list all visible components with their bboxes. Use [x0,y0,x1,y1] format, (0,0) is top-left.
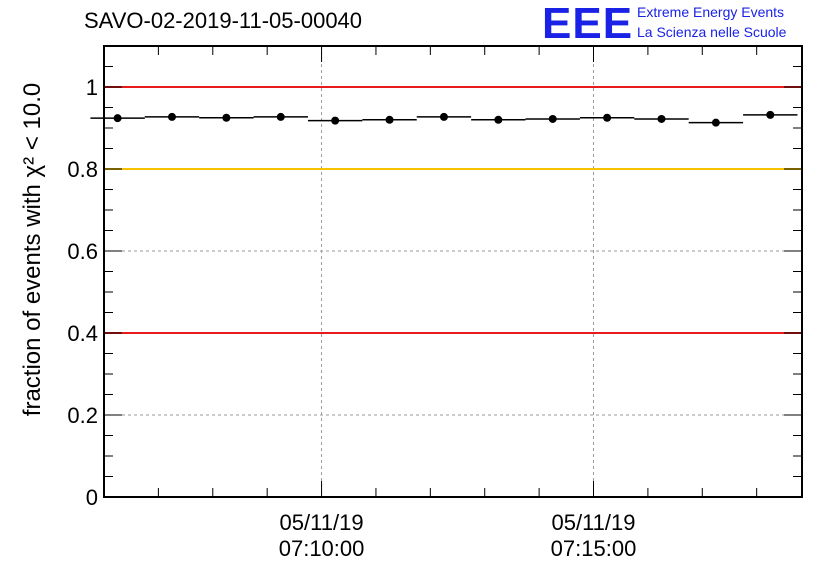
eee-logo: EEE [542,0,634,48]
x-tick-label-date: 05/11/19 [551,510,635,535]
data-point [657,114,666,123]
x-tick-label-date: 05/11/19 [280,510,364,535]
y-tick-label: 0.8 [67,157,98,182]
data-point [766,110,775,119]
y-tick-label: 0.6 [67,239,98,264]
data-point [603,113,612,122]
data-point [494,115,503,124]
chart-title: SAVO-02-2019-11-05-00040 [84,8,363,33]
x-tick-label-time: 07:15:00 [551,536,637,561]
y-tick-label: 1 [86,75,98,100]
data-point [167,112,176,121]
y-tick-label: 0.2 [67,403,98,428]
y-tick-label: 0 [86,485,98,510]
data-point [113,114,122,123]
x-tick-label-time: 07:10:00 [279,536,365,561]
data-point [276,112,285,121]
logo-text-line-2: La Scienza nelle Scuole [637,24,787,40]
data-point [222,113,231,122]
y-axis-label: fraction of events with χ² < 10.0 [19,83,46,416]
data-point [439,112,448,121]
data-point [711,118,720,127]
logo-text-line-1: Extreme Energy Events [637,4,785,20]
y-tick-label: 0.4 [67,321,98,346]
plot-frame [103,45,803,498]
data-point [548,114,557,123]
data-point [385,115,394,124]
data-point [331,116,340,125]
